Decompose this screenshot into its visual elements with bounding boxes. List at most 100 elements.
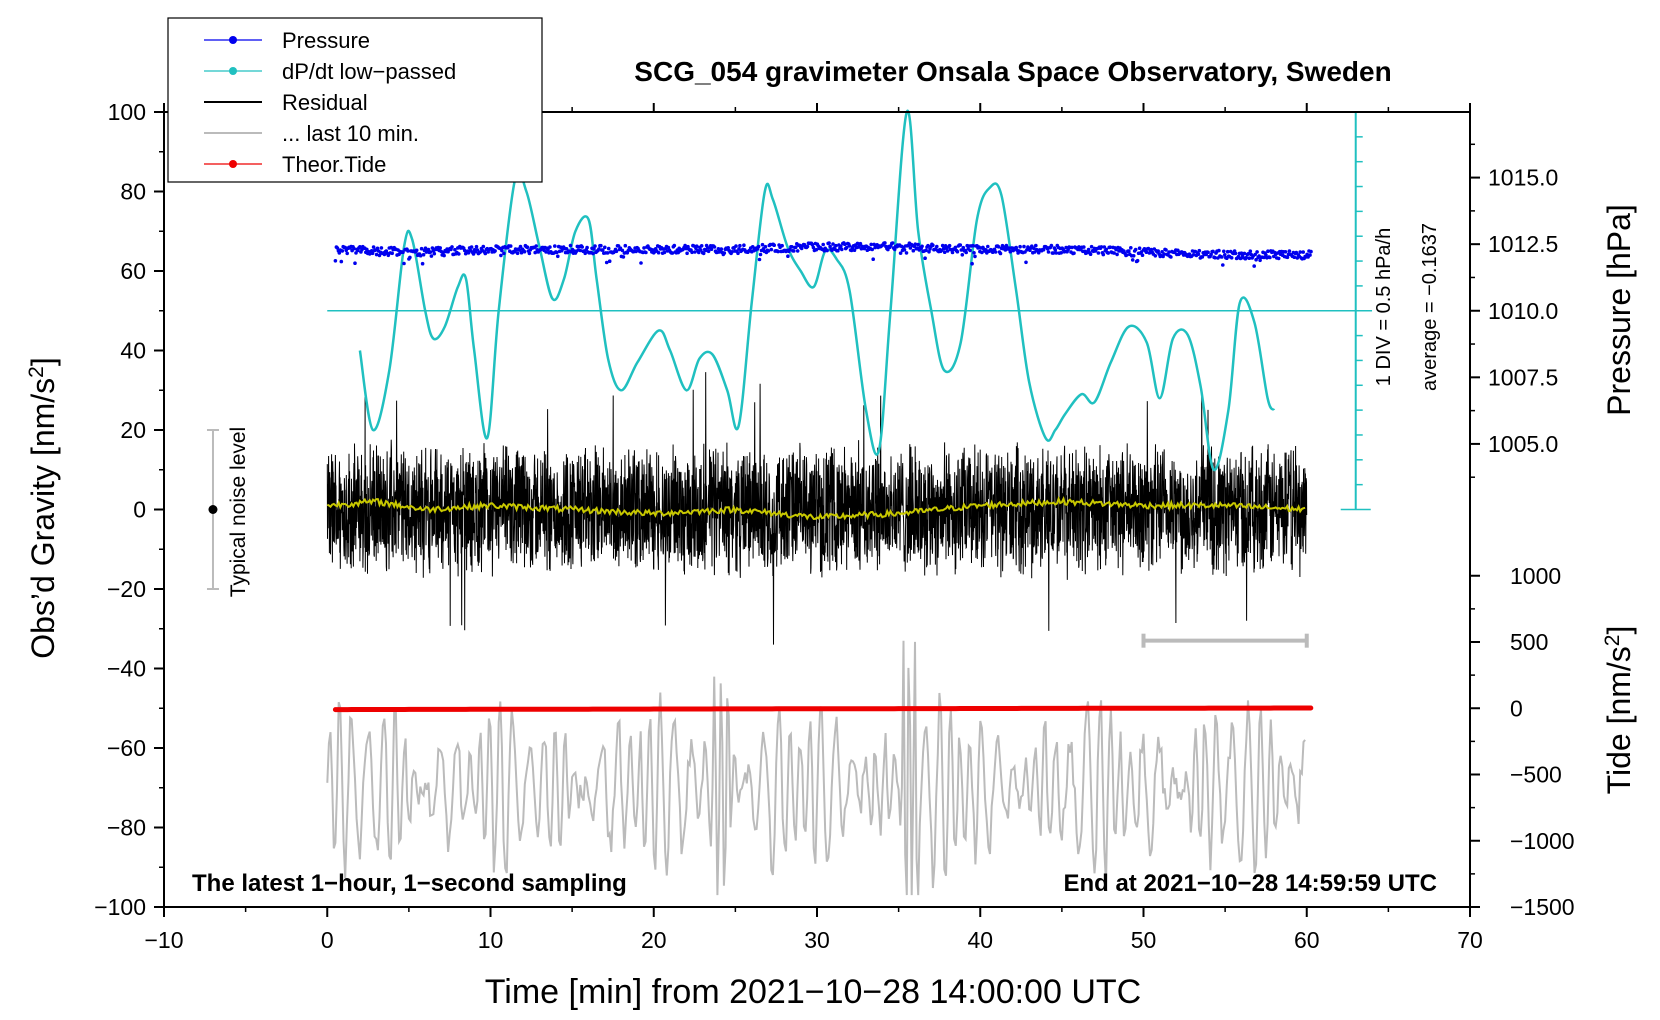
- pressure-point: [716, 247, 721, 251]
- pressure-point: [666, 245, 671, 250]
- pressure-point: [493, 249, 497, 253]
- axes-layer: −10 0 10 20 30 40 50 60 70100806040200−20−40−60−…: [94, 99, 1574, 953]
- pressure-point: [840, 247, 844, 252]
- dpdt-line: [358, 109, 1276, 471]
- pressure-point: [607, 259, 612, 264]
- pressure-point: [950, 250, 955, 255]
- pressure-point: [453, 247, 457, 252]
- pressure-point: [1049, 243, 1054, 248]
- pressure-point: [432, 251, 437, 256]
- pressure-point: [1255, 250, 1259, 254]
- pressure-point: [419, 246, 424, 251]
- pressure-point: [1292, 255, 1297, 259]
- pressure-point: [1104, 247, 1109, 252]
- pressure-point: [1246, 252, 1251, 256]
- pressure-point: [548, 245, 552, 249]
- y-tick-label: −100: [94, 894, 146, 920]
- pressure-point: [1140, 253, 1145, 257]
- pressure-point: [1253, 252, 1257, 257]
- pressure-point: [1222, 249, 1226, 254]
- pressure-point: [583, 251, 587, 256]
- pressure-point: [1197, 248, 1202, 253]
- y-axis-label-gravity-sup: 2: [25, 366, 48, 378]
- x-axis-label: Time [min] from 2021−10−28 14:00:00 UTC: [485, 973, 1141, 1011]
- pressure-point: [794, 245, 798, 250]
- pressure-point: [670, 251, 675, 255]
- legend-marker: [229, 36, 237, 44]
- pressure-point: [1285, 255, 1290, 260]
- pressure-point: [1225, 249, 1230, 254]
- y-tick-label: 80: [120, 179, 146, 205]
- pressure-point: [849, 248, 854, 253]
- pressure-point: [556, 254, 560, 259]
- pressure-point: [1196, 252, 1201, 256]
- pressure-point: [923, 256, 927, 261]
- pressure-point: [955, 249, 960, 254]
- pressure-point: [603, 245, 607, 250]
- pressure-point: [1144, 250, 1149, 254]
- pressure-point: [858, 241, 863, 246]
- pressure-point: [726, 246, 730, 250]
- pressure-point: [1036, 250, 1041, 255]
- pressure-point: [518, 244, 523, 249]
- pressure-point: [672, 243, 677, 248]
- pressure-point: [1276, 256, 1281, 261]
- pressure-point: [699, 248, 703, 252]
- pressure-point: [1229, 255, 1234, 260]
- pressure-point: [1220, 255, 1224, 259]
- pressure-point: [1162, 252, 1166, 256]
- pressure-point: [828, 244, 832, 249]
- pressure-point: [908, 246, 913, 250]
- pressure-point: [1283, 250, 1288, 254]
- legend-label: Theor.Tide: [282, 152, 386, 177]
- pressure-point: [972, 251, 976, 255]
- pressure-point: [1130, 258, 1135, 262]
- tide-tick-label: 0: [1510, 695, 1523, 721]
- pressure-point: [429, 254, 434, 258]
- pressure-point: [483, 251, 488, 256]
- pressure-point: [1211, 249, 1215, 254]
- pressure-point: [699, 244, 704, 248]
- pressure-point: [379, 246, 384, 250]
- pressure-point: [1022, 244, 1026, 249]
- pressure-point: [690, 250, 694, 255]
- pressure-point: [742, 243, 746, 247]
- pressure-point: [580, 245, 584, 249]
- pressure-point: [343, 245, 348, 250]
- x-tick-label: 20: [641, 927, 667, 953]
- pressure-point: [1287, 249, 1292, 253]
- pressure-point: [911, 248, 916, 253]
- pressure-point: [430, 246, 435, 250]
- chart-title: SCG_054 gravimeter Onsala Space Observat…: [634, 56, 1391, 87]
- pressure-point: [1115, 252, 1119, 257]
- pressure-point: [614, 249, 619, 254]
- pressure-point: [825, 248, 829, 253]
- pressure-point: [697, 250, 701, 255]
- pressure-point: [568, 243, 573, 248]
- x-tick-label: −10: [144, 927, 183, 953]
- pressure-point: [340, 249, 345, 253]
- pressure-point: [1041, 248, 1046, 252]
- pressure-point: [1131, 254, 1136, 258]
- pressure-point: [993, 250, 998, 254]
- pressure-point: [756, 244, 761, 249]
- pressure-point: [701, 251, 706, 256]
- pressure-point: [606, 246, 611, 251]
- pressure-point: [1024, 260, 1028, 265]
- pressure-point: [898, 251, 903, 255]
- pressure-point: [766, 249, 771, 253]
- pressure-point: [920, 244, 924, 249]
- pressure-point: [1294, 250, 1299, 255]
- pressure-tick-label: 1010.0: [1488, 298, 1558, 324]
- pressure-point: [623, 243, 628, 248]
- pressure-point: [943, 244, 948, 248]
- pressure-point: [1070, 245, 1074, 250]
- pressure-point: [599, 243, 603, 248]
- pressure-point: [386, 253, 391, 258]
- y-tick-label: −60: [107, 735, 146, 761]
- x-tick-label: 30: [804, 927, 830, 953]
- pressure-point: [852, 248, 857, 252]
- pressure-point: [644, 250, 648, 255]
- pressure-point: [401, 250, 405, 254]
